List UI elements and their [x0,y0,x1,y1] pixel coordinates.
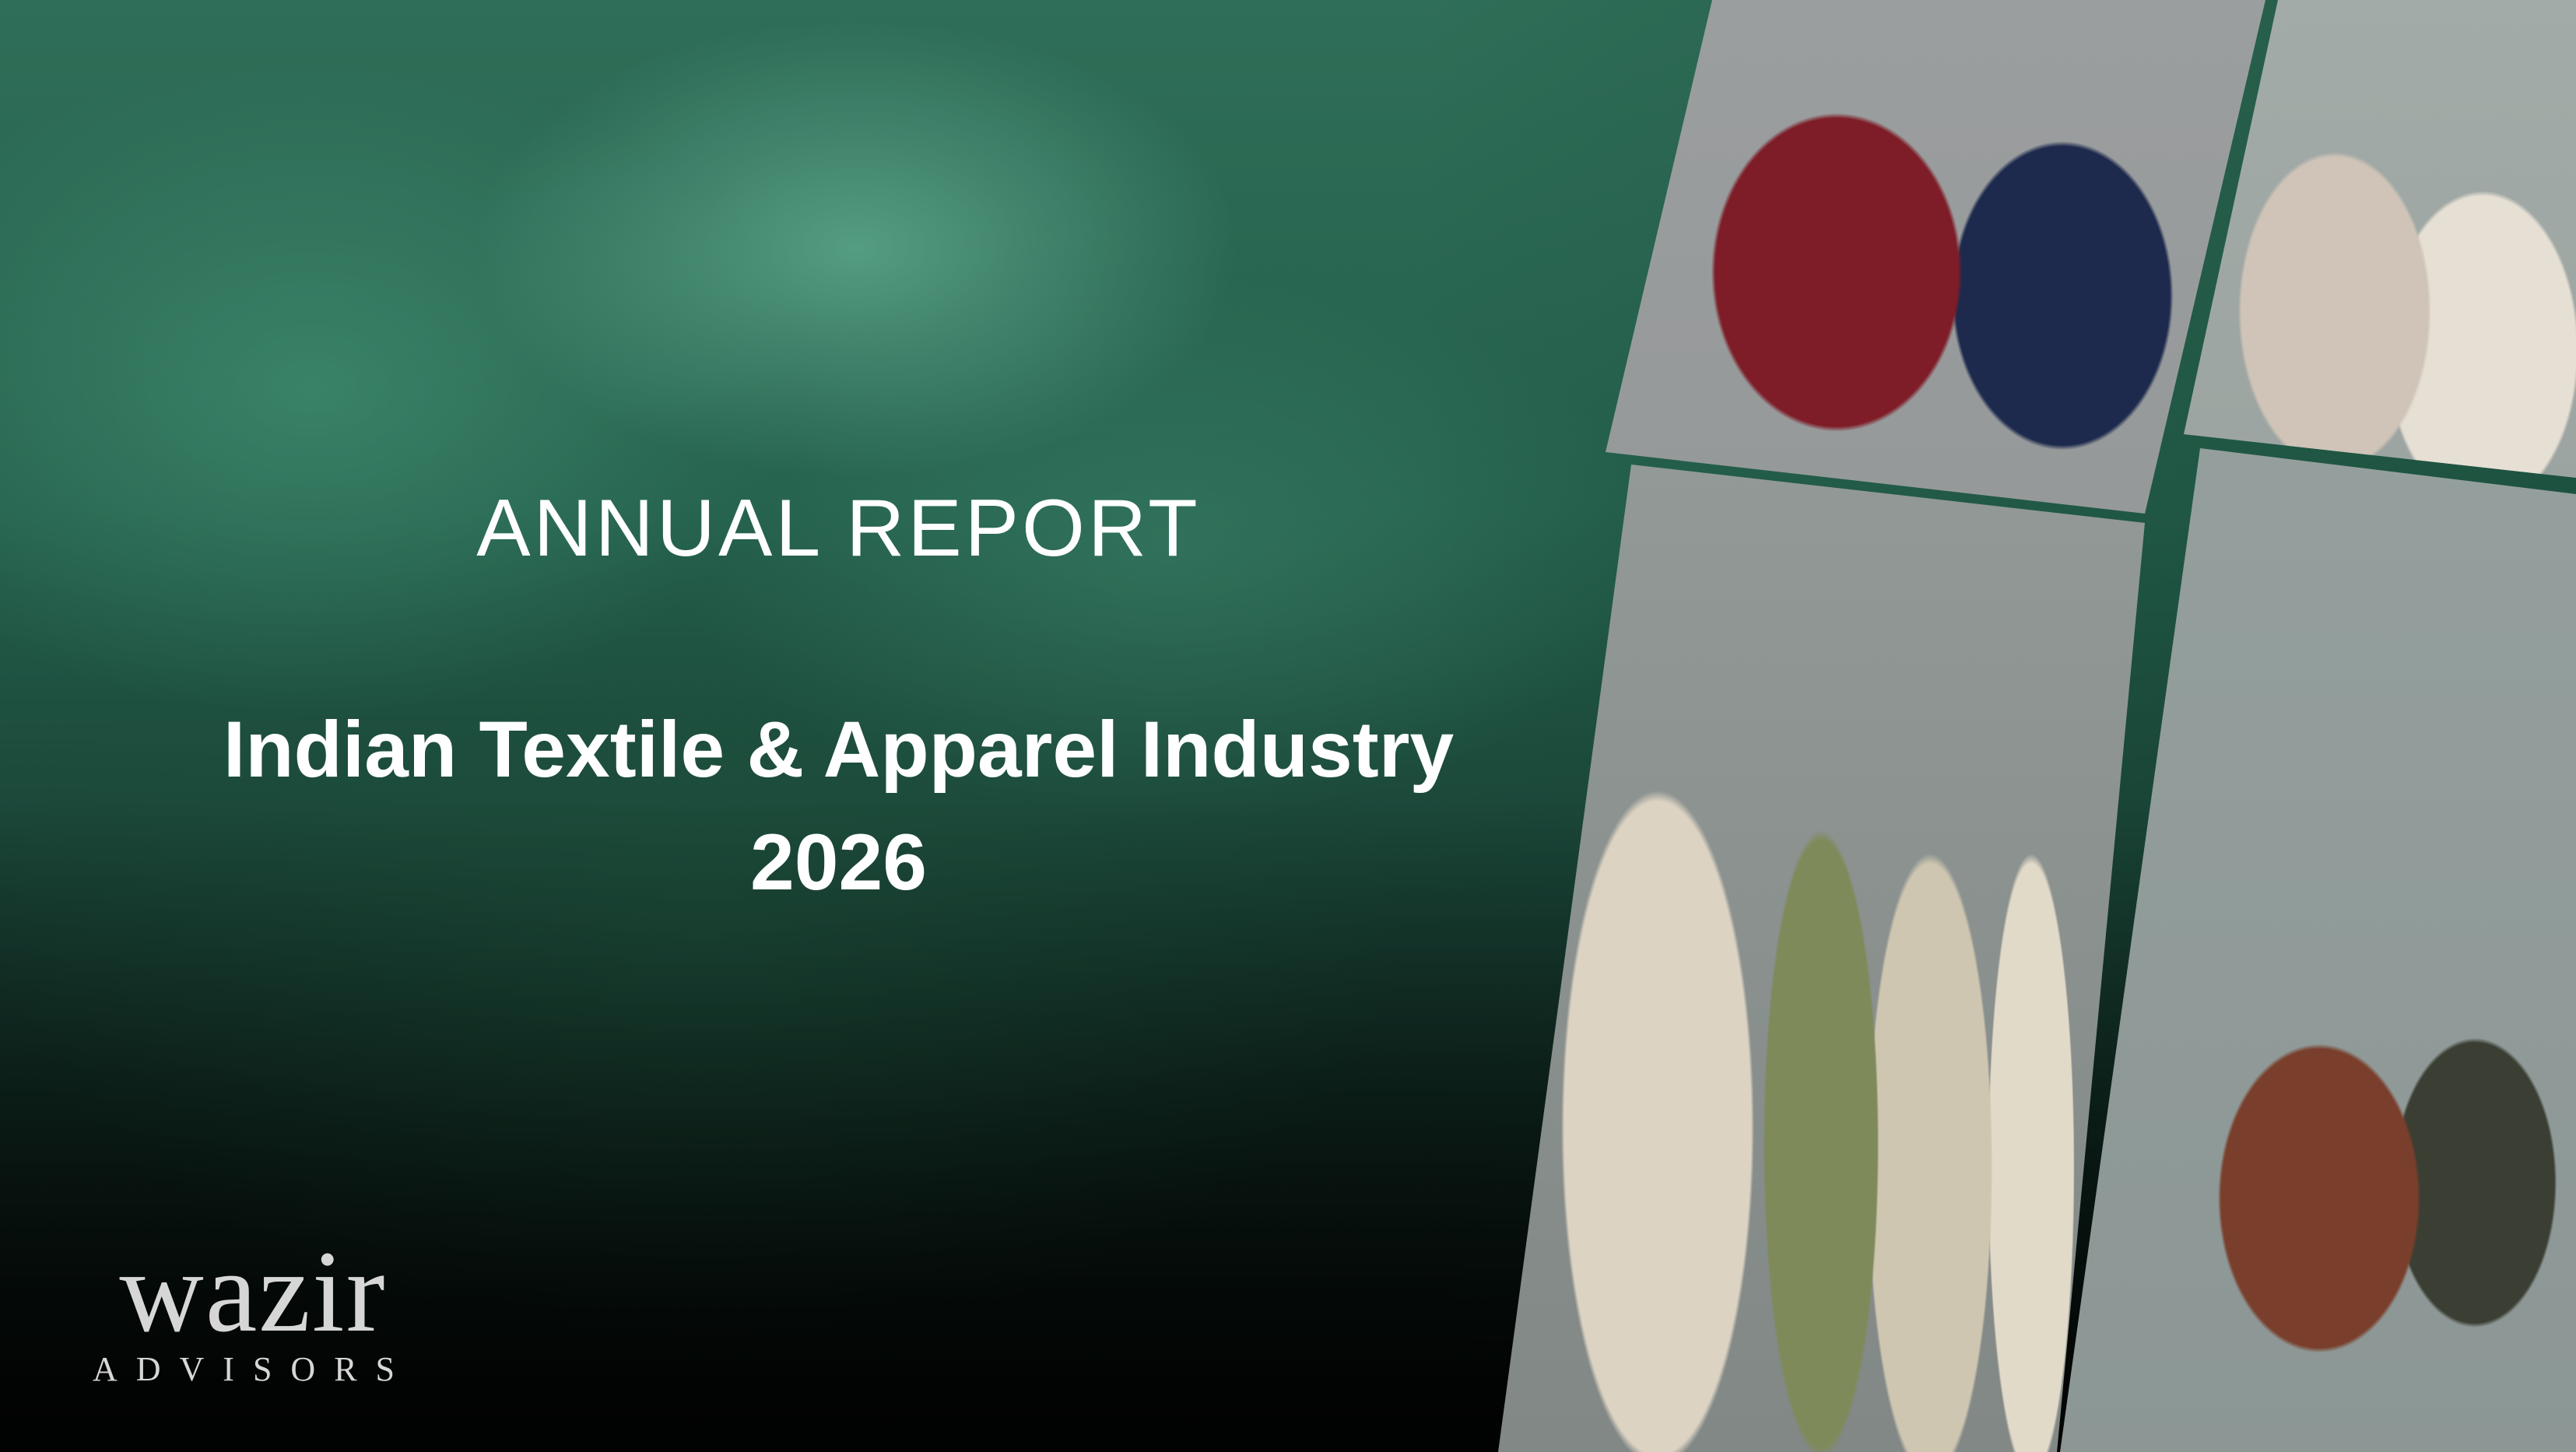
report-title: Indian Textile & Apparel Industry [223,705,1455,794]
report-year: 2026 [750,818,927,907]
logo-tagline: ADVISORS [92,1350,414,1388]
logo-wordmark: wazir [119,1227,387,1356]
wazir-advisors-logo: wazir ADVISORS [74,1227,432,1389]
report-subtitle: ANNUAL REPORT [476,483,1201,573]
